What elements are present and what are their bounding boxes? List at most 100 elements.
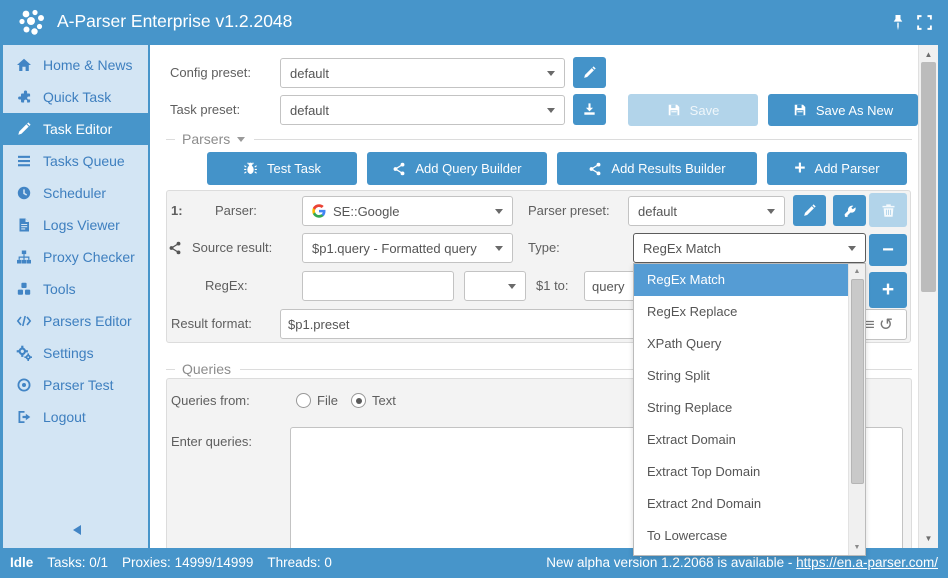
code-icon [16, 315, 32, 327]
puzzle-icon [18, 90, 31, 103]
type-option-regex-match[interactable]: RegEx Match [634, 264, 865, 296]
source-result-label: Source result: [192, 240, 273, 255]
sidebar-item-task-editor[interactable]: Task Editor [3, 113, 150, 145]
scroll-down-arrow-icon[interactable]: ▼ [853, 544, 861, 551]
update-link[interactable]: https://en.a-parser.com/ [796, 555, 938, 570]
plus-icon: + [794, 158, 806, 179]
queries-from-file-label: File [317, 393, 338, 408]
main-scrollbar[interactable]: ▲ ▼ [918, 45, 938, 548]
title-bar: A-Parser Enterprise v1.2.2048 [0, 0, 948, 45]
target-icon [17, 378, 31, 392]
chevron-down-icon [508, 283, 516, 289]
task-preset-label: Task preset: [170, 102, 241, 117]
scroll-up-arrow-icon[interactable]: ▲ [924, 50, 933, 59]
save-button[interactable]: Save [628, 94, 758, 126]
sidebar-item-parsers-editor[interactable]: Parsers Editor [3, 305, 148, 337]
sidebar-item-parser-test[interactable]: Parser Test [3, 369, 148, 401]
sidebar-item-logs-viewer[interactable]: Logs Viewer [3, 209, 148, 241]
wrench-icon [844, 205, 856, 217]
edit-config-preset-button[interactable] [573, 57, 606, 88]
sidebar-collapse-arrow[interactable] [73, 525, 81, 535]
remove-result-builder-button[interactable]: − [869, 234, 907, 266]
type-option-string-replace[interactable]: String Replace [647, 400, 733, 415]
parser-row-index: 1: [171, 203, 183, 218]
queries-legend[interactable]: Queries [166, 361, 912, 377]
parser-preset-dropdown[interactable]: default [628, 196, 785, 226]
status-tasks: Tasks: 0/1 [47, 555, 109, 570]
scrollbar-thumb[interactable] [850, 279, 864, 484]
type-option-to-lowercase[interactable]: To Lowercase [647, 528, 728, 543]
sidebar-item-proxy-checker[interactable]: Proxy Checker [3, 241, 148, 273]
chevron-down-icon [767, 208, 775, 214]
fullscreen-icon[interactable] [916, 14, 933, 36]
regex-label: RegEx: [205, 278, 248, 293]
regex-input[interactable] [302, 271, 454, 301]
sidebar-item-settings[interactable]: Settings [3, 337, 148, 369]
sidebar-item-quick-task[interactable]: Quick Task [3, 81, 148, 113]
pencil-icon [804, 204, 816, 216]
status-proxies: Proxies: 14999/14999 [122, 555, 254, 570]
config-preset-dropdown[interactable]: default [280, 58, 565, 88]
parser-options-button[interactable] [833, 195, 866, 226]
undo-icon: ↺ [878, 315, 894, 334]
scroll-up-arrow-icon[interactable]: ▲ [853, 268, 861, 275]
sidebar-item-home-news[interactable]: Home & News [3, 49, 148, 81]
gears-icon [16, 345, 32, 361]
chevron-down-icon [495, 208, 503, 214]
config-preset-label: Config preset: [170, 65, 251, 80]
cubes-icon [17, 282, 31, 295]
sidebar-item-scheduler[interactable]: Scheduler [3, 177, 148, 209]
type-dropdown[interactable]: RegEx Match [633, 233, 866, 263]
list-icon [18, 155, 30, 167]
sitemap-icon [17, 250, 31, 264]
add-result-builder-button[interactable]: + [869, 272, 907, 308]
parser-dropdown[interactable]: SE::Google [302, 196, 513, 226]
regex-flags-dropdown[interactable] [464, 271, 526, 301]
source-result-dropdown[interactable]: $p1.query - Formatted query [302, 233, 513, 263]
enter-queries-label: Enter queries: [171, 434, 252, 449]
scrollbar-thumb[interactable] [921, 62, 936, 292]
parser-label: Parser: [215, 203, 257, 218]
edit-parser-preset-button[interactable] [793, 195, 826, 226]
queries-from-label: Queries from: [171, 393, 250, 408]
scroll-down-arrow-icon[interactable]: ▼ [924, 534, 933, 543]
parsers-legend[interactable]: Parsers [166, 131, 912, 147]
parser-preset-label: Parser preset: [528, 203, 610, 218]
logout-icon [18, 411, 31, 423]
type-dropdown-list: RegEx Match RegEx Replace XPath Query St… [633, 263, 866, 556]
queries-from-text-radio[interactable] [351, 393, 366, 408]
type-option-extract-domain[interactable]: Extract Domain [647, 432, 736, 447]
collapse-caret-icon [237, 136, 246, 142]
add-parser-button[interactable]: + Add Parser [767, 152, 907, 185]
pin-icon[interactable] [890, 14, 906, 36]
type-option-string-split[interactable]: String Split [647, 368, 710, 383]
add-results-builder-button[interactable]: Add Results Builder [557, 152, 757, 185]
capture-to-label: $1 to: [536, 278, 569, 293]
test-task-button[interactable]: Test Task [207, 152, 357, 185]
plus-icon: + [881, 278, 895, 301]
chevron-down-icon [547, 70, 555, 76]
type-label: Type: [528, 240, 560, 255]
task-preset-dropdown[interactable]: default [280, 95, 565, 125]
type-option-regex-replace[interactable]: RegEx Replace [647, 304, 738, 319]
download-icon [584, 103, 595, 115]
bug-icon [244, 162, 257, 174]
sidebar-item-logout[interactable]: Logout [3, 401, 148, 433]
sidebar-item-tasks-queue[interactable]: Tasks Queue [3, 145, 148, 177]
home-icon [17, 58, 31, 71]
trash-icon [882, 203, 894, 217]
import-task-preset-button[interactable] [573, 94, 606, 125]
floppy-icon [794, 104, 806, 116]
result-format-label: Result format: [171, 316, 252, 331]
type-option-xpath-query[interactable]: XPath Query [647, 336, 722, 351]
floppy-icon [668, 104, 679, 116]
type-option-extract-top-domain[interactable]: Extract Top Domain [647, 464, 761, 479]
save-as-new-button[interactable]: Save As New [768, 94, 918, 126]
add-query-builder-button[interactable]: Add Query Builder [367, 152, 547, 185]
type-list-scrollbar[interactable]: ▲ ▼ [848, 264, 865, 555]
delete-parser-button[interactable] [869, 193, 907, 227]
type-option-extract-2nd-domain[interactable]: Extract 2nd Domain [647, 496, 762, 511]
chevron-down-icon [848, 245, 856, 251]
sidebar-item-tools[interactable]: Tools [3, 273, 148, 305]
queries-from-file-radio[interactable] [296, 393, 311, 408]
